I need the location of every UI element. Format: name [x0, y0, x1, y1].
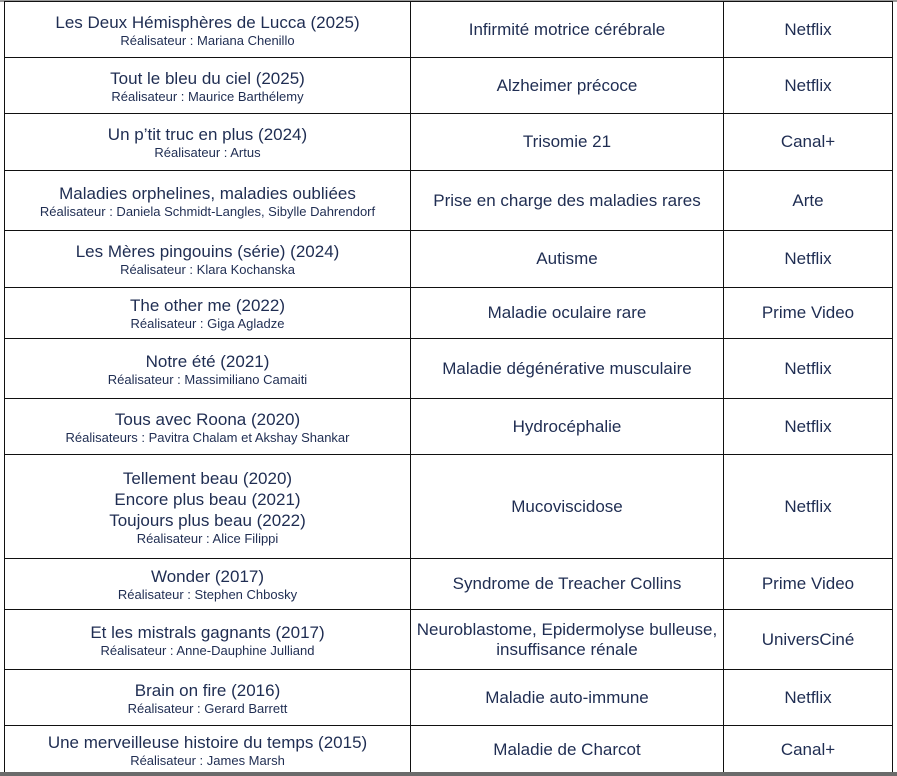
film-cell: Les Deux Hémisphères de Lucca (2025) Réal…: [4, 1, 411, 58]
condition-cell: Maladie auto-immune: [410, 669, 724, 726]
platform-cell: Netflix: [723, 230, 893, 288]
condition-cell: Syndrome de Treacher Collins: [410, 558, 724, 610]
platform-cell: Netflix: [723, 338, 893, 399]
film-title: Les Mères pingouins (série) (2024): [75, 242, 340, 261]
film-director: Réalisateur : Klara Kochanska: [120, 262, 295, 277]
film-title: Les Deux Hémisphères de Lucca (2025): [55, 12, 360, 32]
condition-cell: Hydrocéphalie: [410, 398, 724, 455]
table-row: Maladies orphelines, maladies oubliées Ré…: [4, 170, 893, 231]
film-cell: Tellement beau (2020) Encore plus beau (2…: [4, 454, 411, 559]
platform-cell: Prime Video: [723, 287, 893, 339]
film-director: Réalisateur : Gerard Barrett: [127, 700, 288, 716]
film-cell: Notre été (2021) Réalisateur : Massimilia…: [4, 338, 411, 399]
film-director: Réalisateur : Stephen Chbosky: [117, 587, 298, 602]
table-row: Tout le bleu du ciel (2025) Réalisateur :…: [4, 57, 893, 114]
condition-cell: Mucoviscidose: [410, 454, 724, 559]
table-row: Une merveilleuse histoire du temps (2015…: [4, 725, 893, 774]
platform-cell: Netflix: [723, 454, 893, 559]
condition-cell: Prise en charge des maladies rares: [410, 170, 724, 231]
film-director: Réalisateur : James Marsh: [130, 752, 285, 768]
film-cell: Une merveilleuse histoire du temps (2015…: [4, 725, 411, 774]
films-table: Les Deux Hémisphères de Lucca (2025) Réal…: [4, 1, 893, 774]
film-title: Encore plus beau (2021): [114, 489, 301, 509]
film-title: Et les mistrals gagnants (2017): [90, 622, 325, 642]
film-director: Réalisateurs : Pavitra Chalam et Akshay …: [65, 429, 350, 445]
film-title: The other me (2022): [130, 296, 285, 315]
film-title: Tous avec Roona (2020): [114, 409, 301, 429]
condition-cell: Alzheimer précoce: [410, 57, 724, 114]
film-title: Maladies orphelines, maladies oubliées: [59, 183, 356, 203]
film-title: Tellement beau (2020): [122, 468, 293, 488]
table-row: Tellement beau (2020) Encore plus beau (2…: [4, 454, 893, 559]
condition-cell: Maladie de Charcot: [410, 725, 724, 774]
film-cell: The other me (2022) Réalisateur : Giga Ag…: [4, 287, 411, 339]
table-row: The other me (2022) Réalisateur : Giga Ag…: [4, 287, 893, 339]
table-row: Et les mistrals gagnants (2017) Réalisate…: [4, 609, 893, 670]
platform-cell: Prime Video: [723, 558, 893, 610]
film-cell: Tous avec Roona (2020) Réalisateurs : Pav…: [4, 398, 411, 455]
platform-cell: UniversCiné: [723, 609, 893, 670]
film-director: Réalisateur : Anne-Dauphine Julliand: [100, 642, 315, 658]
film-title: Brain on fire (2016): [134, 680, 281, 700]
film-director: Réalisateur : Massimiliano Camaiti: [107, 371, 308, 387]
condition-cell: Trisomie 21: [410, 113, 724, 171]
film-cell: Tout le bleu du ciel (2025) Réalisateur :…: [4, 57, 411, 114]
platform-cell: Canal+: [723, 725, 893, 774]
film-director: Réalisateur : Artus: [154, 145, 261, 160]
platform-cell: Netflix: [723, 669, 893, 726]
platform-cell: Netflix: [723, 57, 893, 114]
platform-cell: Netflix: [723, 1, 893, 58]
film-cell: Brain on fire (2016) Réalisateur : Gerard…: [4, 669, 411, 726]
platform-cell: Canal+: [723, 113, 893, 171]
table-row: Les Mères pingouins (série) (2024) Réalis…: [4, 230, 893, 288]
film-director: Réalisateur : Maurice Barthélemy: [111, 88, 304, 104]
film-cell: Les Mères pingouins (série) (2024) Réalis…: [4, 230, 411, 288]
film-cell: Maladies orphelines, maladies oubliées Ré…: [4, 170, 411, 231]
condition-cell: Maladie dégénérative musculaire: [410, 338, 724, 399]
film-cell: Wonder (2017) Réalisateur : Stephen Chbos…: [4, 558, 411, 610]
table-row: Brain on fire (2016) Réalisateur : Gerard…: [4, 669, 893, 726]
film-title: Un p’tit truc en plus (2024): [107, 125, 308, 144]
condition-cell: Neuroblastome, Epidermolyse bulleuse, in…: [410, 609, 724, 670]
film-cell: Un p’tit truc en plus (2024) Réalisateur …: [4, 113, 411, 171]
film-cell: Et les mistrals gagnants (2017) Réalisate…: [4, 609, 411, 670]
platform-cell: Arte: [723, 170, 893, 231]
film-director: Réalisateur : Daniela Schmidt-Langles, S…: [39, 203, 376, 219]
condition-cell: Autisme: [410, 230, 724, 288]
table-row: Tous avec Roona (2020) Réalisateurs : Pav…: [4, 398, 893, 455]
table-row: Un p’tit truc en plus (2024) Réalisateur …: [4, 113, 893, 171]
table-row: Wonder (2017) Réalisateur : Stephen Chbos…: [4, 558, 893, 610]
film-title: Toujours plus beau (2022): [109, 510, 306, 530]
table-row: Les Deux Hémisphères de Lucca (2025) Réal…: [4, 1, 893, 58]
condition-cell: Maladie oculaire rare: [410, 287, 724, 339]
film-title: Tout le bleu du ciel (2025): [110, 68, 305, 88]
film-title: Une merveilleuse histoire du temps (2015…: [47, 732, 368, 752]
film-director: Réalisateur : Giga Agladze: [130, 316, 285, 331]
film-director: Réalisateur : Mariana Chenillo: [120, 32, 295, 48]
bottom-divider: [0, 772, 897, 776]
film-title: Notre été (2021): [145, 351, 270, 371]
table-row: Notre été (2021) Réalisateur : Massimilia…: [4, 338, 893, 399]
platform-cell: Netflix: [723, 398, 893, 455]
film-title: Wonder (2017): [150, 567, 265, 586]
condition-cell: Infirmité motrice cérébrale: [410, 1, 724, 58]
film-director: Réalisateur : Alice Filippi: [136, 530, 279, 546]
